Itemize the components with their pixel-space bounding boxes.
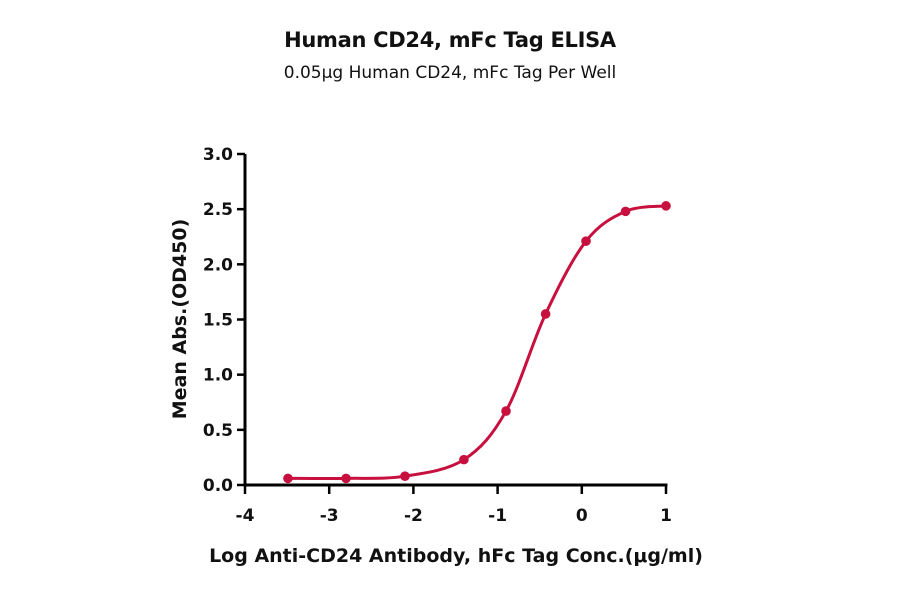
y-axis-ticks: 0.0 0.5 1.0 1.5 2.0 2.5 3.0 [203,145,245,496]
data-point-marker [283,473,293,484]
data-point-marker [501,406,511,416]
x-tick-label: -3 [320,506,339,526]
fit-curve [286,204,668,481]
data-point-marker [540,309,551,319]
axes [243,154,668,487]
y-axis-title: Mean Abs.(OD450) [169,219,191,420]
x-tick-label: -2 [404,506,423,526]
data-points [283,201,671,484]
y-tick-label: 0.5 [203,421,233,441]
chart-title: Human CD24, mFc Tag ELISA [284,28,616,52]
y-tick-label: 3.0 [203,145,233,165]
x-axis-title: Log Anti-CD24 Antibody, hFc Tag Conc.(μg… [209,545,703,567]
y-tick-label: 1.0 [203,366,233,386]
y-tick-label: 0.0 [203,476,233,496]
data-point-marker [581,236,591,246]
y-tick-label: 2.0 [203,255,233,275]
sigmoid-fit-line [286,204,668,481]
x-tick-label: -1 [488,506,507,526]
chart-subtitle: 0.05μg Human CD24, mFc Tag Per Well [283,63,617,83]
data-point-marker [400,471,410,481]
data-point-marker [459,454,469,465]
y-tick-label: 2.5 [203,200,233,220]
data-point-marker [341,473,351,484]
data-point-marker [620,206,631,217]
x-axis-ticks: -4 -3 -2 -1 0 1 [236,485,672,526]
x-tick-label: 1 [660,506,672,526]
data-point-marker [661,201,671,211]
x-tick-label: -4 [236,506,255,526]
x-tick-label: 0 [576,506,588,526]
y-tick-label: 1.5 [203,311,233,331]
